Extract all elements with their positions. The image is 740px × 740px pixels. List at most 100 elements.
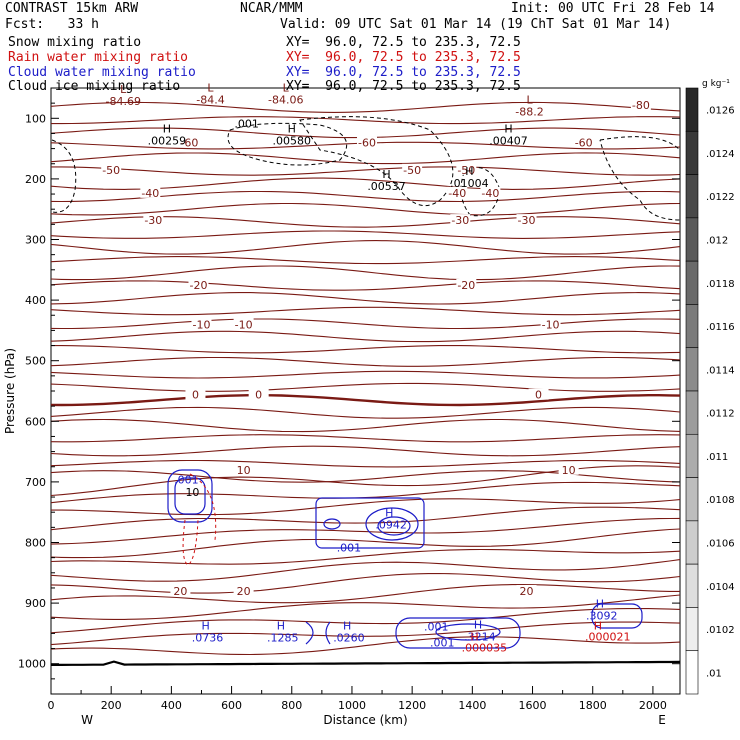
temperature-contour-line [50,434,681,443]
temperature-contour-line [50,636,681,656]
temperature-label: -30 [518,214,536,227]
temperature-contour-line [50,330,681,343]
temperature-label-bg [170,584,191,596]
temperature-label-bg [233,318,254,330]
temperature-label-bg [456,278,477,290]
extremum-mark: L [120,83,127,96]
temperature-contour-line [50,306,681,316]
extremum-value: .00259 [148,135,187,148]
y-tick-label: 700 [25,476,46,489]
temperature-label: 10 [562,464,576,477]
extremum-mark: L [283,81,290,94]
rain-water-contour [189,473,217,541]
temperature-label: -10 [192,318,210,331]
cloud-water-contours [51,116,681,649]
terrain-line [51,660,681,666]
temperature-label-bg [558,463,579,475]
temperature-contour-line [50,230,681,239]
extremum-mark: H [465,165,473,178]
temperature-label: 0 [255,389,262,402]
temperature-contour-line [51,166,681,176]
temperature-contour-line [50,445,681,457]
temperature-label-bg [357,136,378,148]
x-tick-label: 400 [161,699,182,712]
x-tick-label: 1600 [519,699,547,712]
temperature-label-bg [143,214,164,226]
temperature-contour-line [50,152,681,165]
temperature-label: 10 [237,464,251,477]
y-tick-label: 400 [25,294,46,307]
temperature-label: -20 [457,279,475,292]
valid-time: Valid: 09 UTC Sat 01 Mar 14 (19 ChT Sat … [280,17,672,32]
x-tick-label: 1200 [398,699,426,712]
cloud-water-high-value: .0260 [333,632,365,645]
temperature-contour-line [50,608,681,634]
temperature-contour-line [50,406,681,419]
snow-label: 10 [185,486,199,499]
temperature-contour-line [50,584,680,604]
temperature-label: -40 [448,187,466,200]
temperature-label: -60 [358,137,376,150]
cloud-water-contour [395,617,521,649]
temperature-contour-line [50,370,681,379]
temperature-contour-line [50,265,681,281]
temperature-label-bg [185,388,206,400]
temperature-contour-line [50,418,681,433]
temperature-contour-line [50,459,681,468]
cloud-water-contour [435,623,501,641]
temperature-label: 20 [173,585,187,598]
cloud-water-contour [167,469,213,523]
temperature-label: 20 [237,585,251,598]
temperature-contour-line [50,548,681,565]
extremum-value: -84.06 [268,93,303,106]
cloud-water-label: .001 [424,620,449,633]
temperature-label-bg [480,186,501,198]
ice-cloud-outline [51,139,77,213]
temperature-label: -30 [451,214,469,227]
y-tick-label: 800 [25,537,46,550]
temperature-label-bg [140,186,161,198]
cloud-water-contour [591,603,643,629]
east-marker: E [658,713,666,727]
temperature-label: 0 [535,389,542,402]
ice-cloud-outline [599,136,681,221]
cloud-water-contour [325,621,331,645]
temperature-label: -10 [235,318,253,331]
contour-labels: -80 -60 -60 -60 -50 -50 -50 -40 -40 -40 -30 -30 -30 -… [101,81,651,654]
temperature-label: -80 [632,99,650,112]
colorbar-cell [685,390,699,435]
rain-high-mark: H [470,630,478,643]
cloud-water-contour [323,518,341,530]
temperature-contour-line [50,256,681,265]
temperature-contour-line [50,394,681,407]
temperature-contour-line [50,621,681,646]
cloud-water-contour [174,477,206,515]
x-tick-label: 1800 [579,699,607,712]
colorbar-cell [685,607,699,652]
temperature-label: -20 [189,279,207,292]
extremum-value: .00407 [489,135,528,148]
temperature-contour-line [50,572,681,594]
x-tick-label: 1000 [338,699,366,712]
temperature-contour-line [50,481,681,504]
colorbar-unit: g kg⁻¹ [702,79,730,89]
temperature-label-bg [516,214,537,226]
colorbar-cell [685,217,699,262]
colorbar-tick-label: .012 [706,236,728,247]
extremum-value: .00537 [367,180,406,193]
colorbar-tick-label: .0118 [706,279,735,290]
colorbar-cell [685,174,699,219]
cloud-water-high-mark: H [596,597,604,610]
ice-cloud-outline [227,122,348,166]
extremum-value: -84.4 [196,93,224,106]
colorbar-cell [685,433,699,478]
extremum-mark: L [207,81,214,94]
temperature-label: -50 [457,164,475,177]
temperature-label-bg [188,278,209,290]
cloud-water-high-value: .3092 [586,609,618,622]
colorbar-tick-label: .0112 [706,409,735,420]
legend-snow-label: Snow mixing ratio [8,35,142,50]
extremum-value: .001 [234,118,259,131]
temperature-label-bg [233,584,254,596]
temperature-label-bg [630,98,651,110]
